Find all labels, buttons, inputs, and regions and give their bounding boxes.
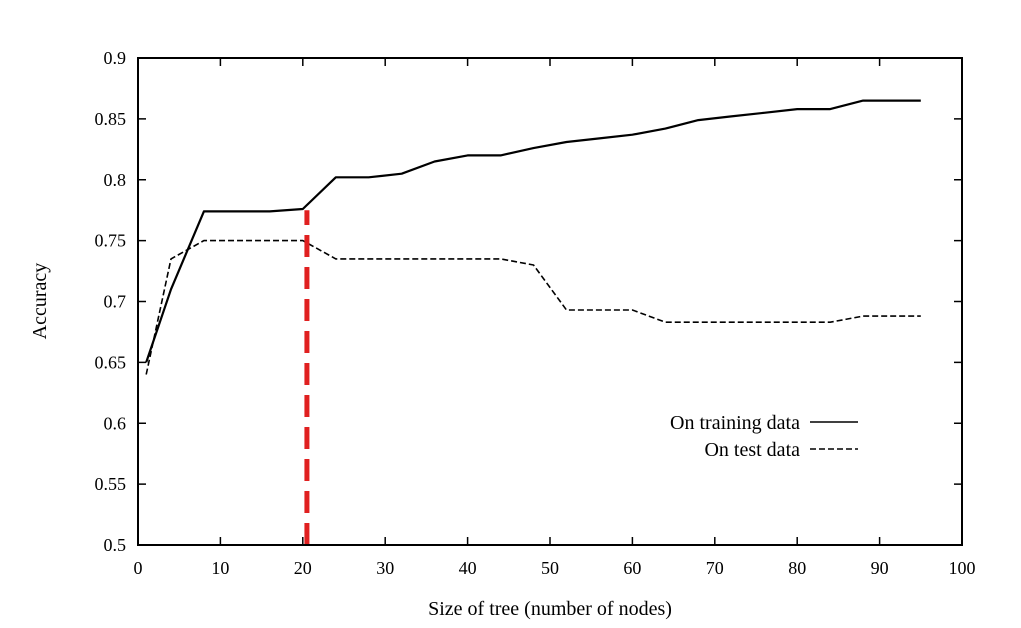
y-axis-title: Accuracy	[29, 263, 51, 340]
x-axis-title: Size of tree (number of nodes)	[428, 598, 672, 620]
plot-frame	[137, 57, 963, 546]
y-tick-label: 0.8	[104, 170, 127, 190]
legend-label-test: On test data	[704, 439, 800, 461]
y-tick-label: 0.65	[95, 352, 127, 372]
x-tick-label: 0	[134, 558, 143, 578]
legend: On training data On test data	[670, 412, 858, 461]
y-tick-label: 0.9	[104, 48, 127, 68]
series-line-test	[145, 239, 921, 375]
x-tick-label: 20	[294, 558, 312, 578]
x-tick-label: 90	[871, 558, 889, 578]
y-tick-label: 0.7	[104, 292, 127, 312]
x-tick-label: 80	[788, 558, 806, 578]
y-tick-label: 0.5	[104, 535, 127, 555]
x-tick-label: 40	[459, 558, 477, 578]
y-tick-label: 0.55	[95, 474, 127, 494]
x-tick-label: 70	[706, 558, 724, 578]
legend-label-training: On training data	[670, 412, 800, 434]
x-tick-label: 30	[376, 558, 394, 578]
x-tick-label: 100	[949, 558, 976, 578]
y-tick-label: 0.85	[95, 109, 127, 129]
x-tick-label: 60	[623, 558, 641, 578]
x-tick-label: 10	[211, 558, 229, 578]
plot-area	[145, 99, 921, 545]
series-line-training	[145, 99, 921, 363]
axis-ticks: 0 10 20 30 40 50 60 70 80 90 100 0.5 0.55 0.6 0.65 0.7 0…	[95, 48, 976, 578]
x-tick-label: 50	[541, 558, 559, 578]
y-tick-label: 0.6	[104, 413, 127, 433]
y-tick-label: 0.75	[95, 231, 127, 251]
